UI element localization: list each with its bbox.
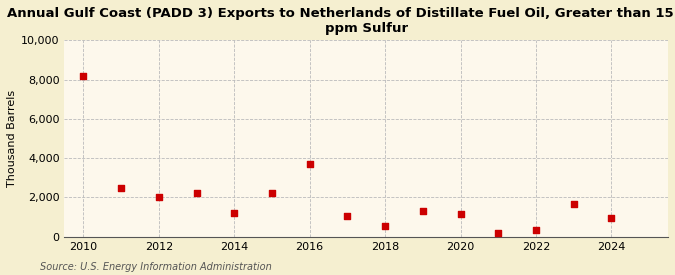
Point — [380, 224, 391, 228]
Point — [455, 212, 466, 216]
Point — [304, 162, 315, 166]
Point — [342, 214, 353, 218]
Title: Annual Gulf Coast (PADD 3) Exports to Netherlands of Distillate Fuel Oil, Greate: Annual Gulf Coast (PADD 3) Exports to Ne… — [7, 7, 675, 35]
Point — [78, 73, 88, 78]
Point — [229, 211, 240, 215]
Point — [191, 191, 202, 196]
Point — [115, 185, 126, 190]
Point — [267, 191, 277, 196]
Point — [531, 228, 541, 232]
Point — [568, 202, 579, 207]
Text: Source: U.S. Energy Information Administration: Source: U.S. Energy Information Administ… — [40, 262, 272, 272]
Point — [417, 209, 428, 213]
Y-axis label: Thousand Barrels: Thousand Barrels — [7, 90, 17, 187]
Point — [153, 195, 164, 200]
Point — [606, 216, 617, 220]
Point — [493, 230, 504, 235]
